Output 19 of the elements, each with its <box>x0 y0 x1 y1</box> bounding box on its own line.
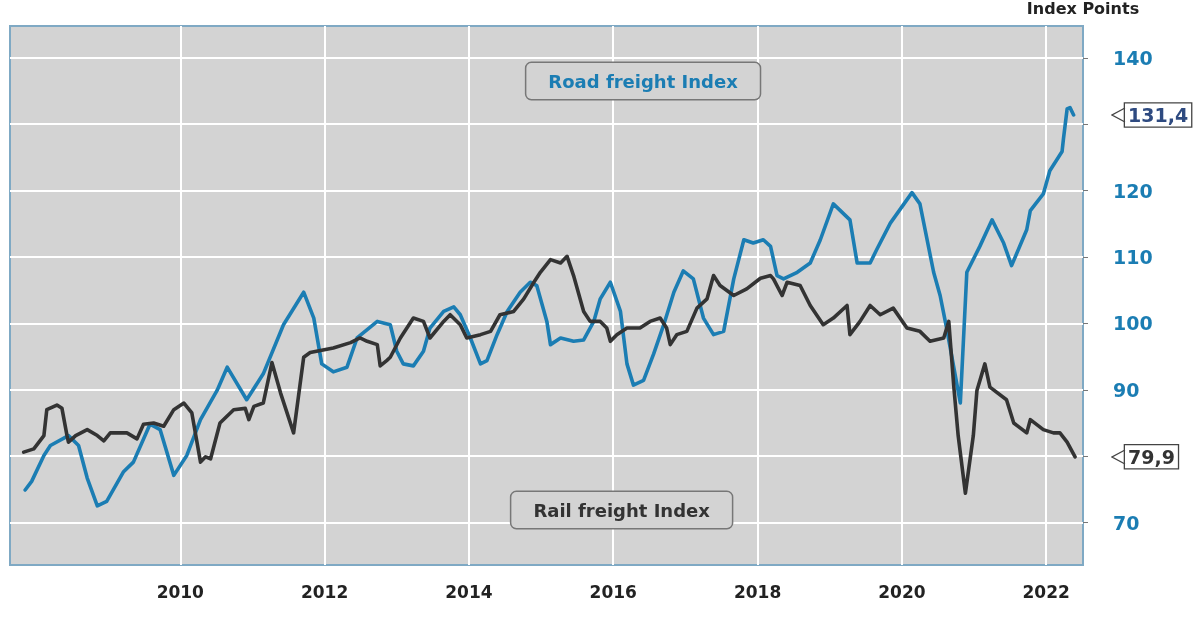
x-tick-label: 2014 <box>445 581 493 602</box>
annotation: 79,9 <box>1128 445 1175 468</box>
x-tick-label: 2012 <box>300 581 349 602</box>
y-tick-label: 90 <box>1113 378 1140 401</box>
text: Rail freight Index <box>533 499 711 521</box>
annotation: 131,4 <box>1128 103 1189 126</box>
y-axis-title: Index Points <box>1026 0 1140 18</box>
x-tick-label: 2020 <box>878 581 926 602</box>
x-tick-label: 2010 <box>156 581 205 602</box>
x-tick-label: 2018 <box>733 581 782 602</box>
y-tick-label: 120 <box>1113 179 1153 202</box>
y-tick-label: 110 <box>1113 246 1153 268</box>
text: Road freight Index <box>548 70 739 92</box>
x-tick-label: 2022 <box>1022 581 1070 602</box>
y-tick-label: 100 <box>1113 312 1153 335</box>
x-tick-label: 2016 <box>589 581 637 602</box>
line-series <box>21 254 1077 496</box>
y-tick-label: 70 <box>1113 511 1140 534</box>
y-tick-label: 140 <box>1113 46 1153 69</box>
